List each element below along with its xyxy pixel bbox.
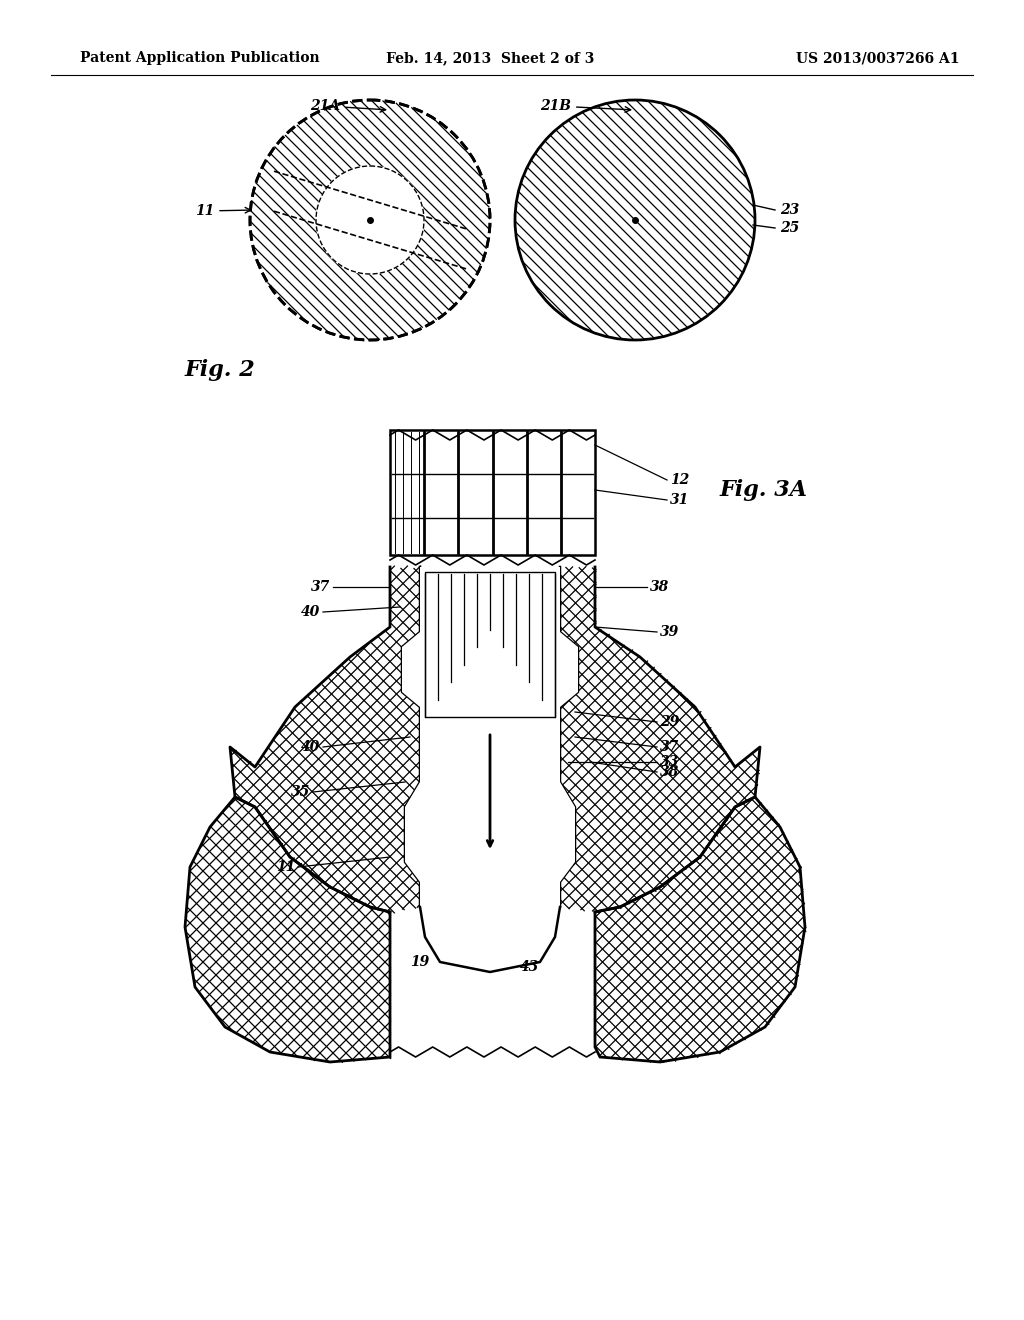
- Text: 21B: 21B: [540, 99, 631, 114]
- Text: 37: 37: [310, 579, 330, 594]
- Polygon shape: [402, 568, 578, 972]
- Text: 11: 11: [195, 205, 251, 218]
- Text: 19: 19: [411, 954, 430, 969]
- Text: 11: 11: [275, 861, 295, 874]
- Text: 12: 12: [670, 473, 689, 487]
- Polygon shape: [230, 568, 420, 912]
- Circle shape: [316, 166, 424, 275]
- Text: 21A: 21A: [310, 99, 386, 114]
- Text: Fig. 3A: Fig. 3A: [720, 479, 808, 502]
- Text: 40: 40: [301, 605, 319, 619]
- Text: 29: 29: [660, 715, 679, 729]
- Polygon shape: [595, 797, 805, 1063]
- Text: 38: 38: [650, 579, 670, 594]
- Text: Patent Application Publication: Patent Application Publication: [80, 51, 319, 65]
- Text: 35: 35: [291, 785, 310, 799]
- Circle shape: [515, 100, 755, 341]
- Text: 39: 39: [660, 624, 679, 639]
- Text: 25: 25: [780, 220, 800, 235]
- Polygon shape: [390, 430, 595, 554]
- Polygon shape: [425, 572, 555, 717]
- Polygon shape: [560, 568, 760, 912]
- Text: 33: 33: [660, 755, 679, 770]
- Text: 38: 38: [660, 766, 679, 779]
- Text: US 2013/0037266 A1: US 2013/0037266 A1: [797, 51, 961, 65]
- Text: 37: 37: [660, 741, 679, 754]
- Text: 40: 40: [301, 741, 319, 754]
- Text: Fig. 2: Fig. 2: [185, 359, 256, 381]
- Polygon shape: [185, 797, 390, 1063]
- Text: 23: 23: [780, 203, 800, 216]
- Circle shape: [250, 100, 490, 341]
- Text: Feb. 14, 2013  Sheet 2 of 3: Feb. 14, 2013 Sheet 2 of 3: [386, 51, 594, 65]
- Text: 43: 43: [520, 960, 540, 974]
- Text: 31: 31: [670, 492, 689, 507]
